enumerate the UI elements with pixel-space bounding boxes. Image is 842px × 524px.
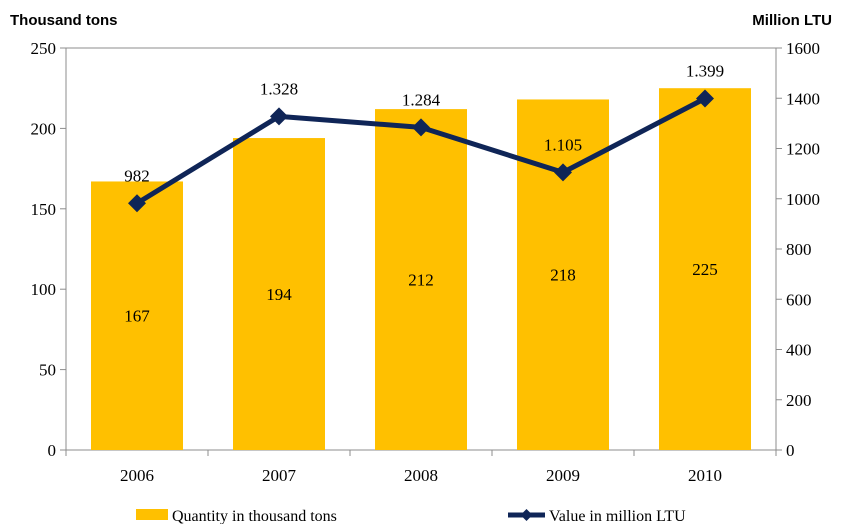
bar (233, 138, 325, 450)
left-tick-label: 50 (39, 361, 56, 380)
y-axis-title-left: Thousand tons (10, 12, 118, 29)
right-tick-label: 0 (786, 441, 795, 460)
bar-data-label: 225 (692, 260, 718, 279)
line-marker (696, 89, 714, 108)
data-labels: 167 194 212 218 225 982 1.328 1.284 1.105 1.399 (124, 62, 724, 326)
line-data-label: 1.399 (686, 62, 724, 81)
line-marker (554, 163, 572, 182)
bar (91, 181, 183, 451)
legend-swatch-marker (520, 509, 533, 521)
line-data-label: 1.105 (544, 135, 582, 154)
left-tick-label: 250 (31, 39, 57, 58)
right-tick-label: 1600 (786, 39, 820, 58)
left-tick-label: 200 (31, 119, 57, 138)
legend-label-bar: Quantity in thousand tons (172, 508, 337, 524)
right-tick-label: 600 (786, 290, 812, 309)
x-tick-label: 2009 (546, 466, 580, 485)
bar (375, 109, 467, 450)
right-tick-label: 400 (786, 341, 812, 360)
legend-swatch-bar (136, 509, 168, 520)
y-axis-title-right: Million LTU (752, 12, 832, 29)
bar-data-label: 212 (408, 271, 434, 290)
bar (659, 88, 751, 450)
bar-data-label: 218 (550, 266, 576, 285)
x-tick-label: 2010 (688, 466, 722, 485)
line-series (128, 89, 714, 213)
left-tick-label: 150 (31, 200, 57, 219)
right-tick-label: 1400 (786, 89, 820, 108)
line-marker (128, 194, 146, 213)
bar-series (91, 88, 751, 451)
left-tick-label: 100 (31, 280, 57, 299)
right-tick-label: 800 (786, 240, 812, 259)
line-marker (412, 118, 430, 137)
x-tick-label: 2006 (120, 466, 154, 485)
right-tick-label: 200 (786, 391, 812, 410)
x-tick-label: 2007 (262, 466, 297, 485)
right-tick-label: 1000 (786, 190, 820, 209)
bar-data-label: 167 (124, 307, 150, 326)
legend-label-line: Value in million LTU (549, 508, 686, 524)
axes: 0 50 100 150 200 250 0 200 400 600 800 1000 1200 1400… (31, 39, 821, 485)
legend: Quantity in thousand tons Value in milli… (136, 508, 686, 524)
line-data-label: 1.284 (402, 90, 441, 109)
right-tick-label: 1200 (786, 140, 820, 159)
line-data-label: 982 (124, 166, 150, 185)
bar-data-label: 194 (266, 285, 292, 304)
line-marker (270, 107, 288, 126)
x-tick-label: 2008 (404, 466, 438, 485)
line-data-label: 1.328 (260, 79, 298, 98)
left-tick-label: 0 (48, 441, 57, 460)
